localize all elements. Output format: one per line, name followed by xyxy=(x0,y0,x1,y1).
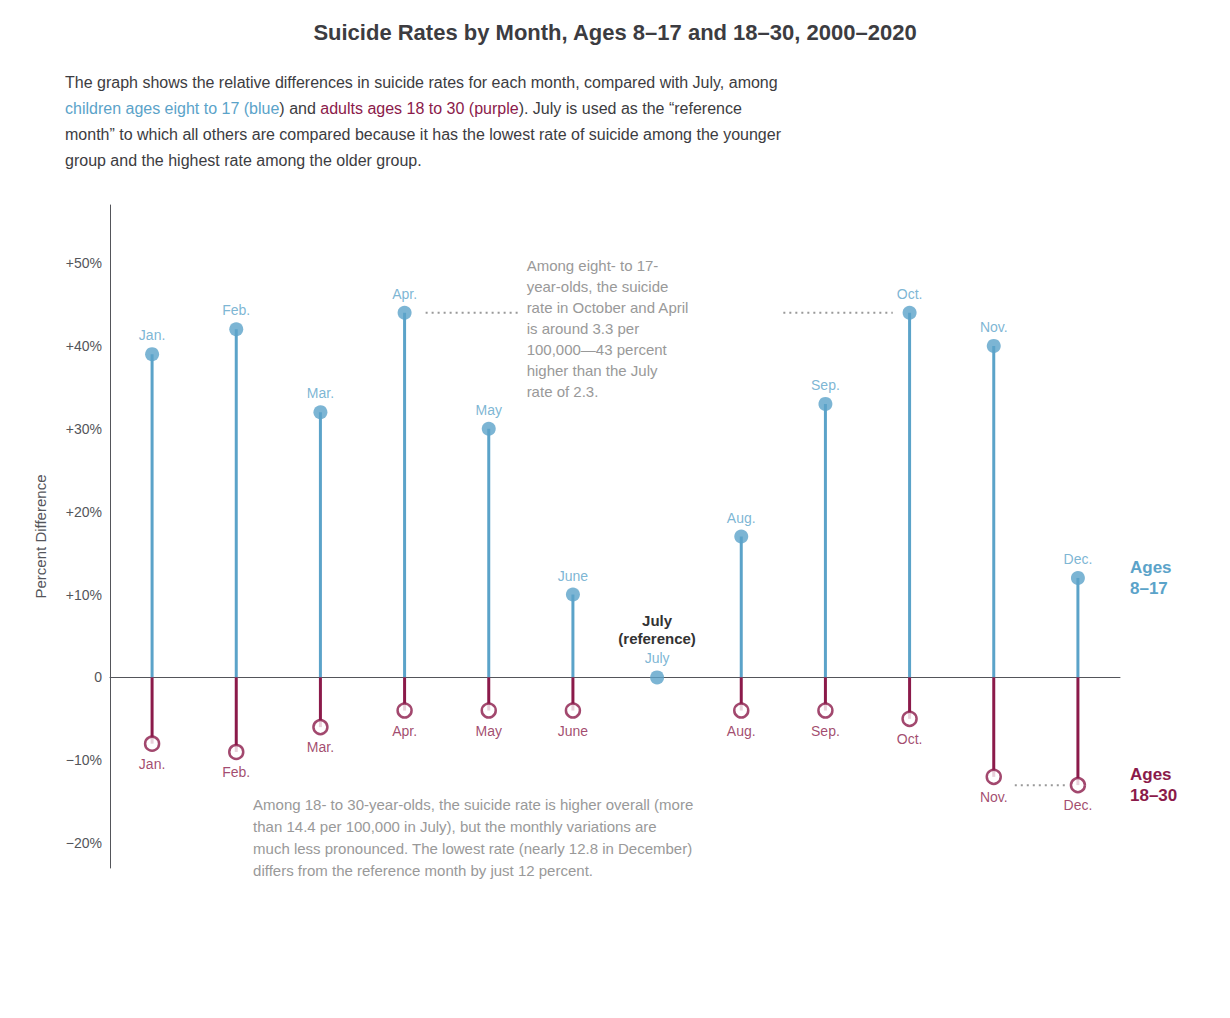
svg-text:+50%: +50% xyxy=(66,255,102,271)
svg-text:adults ages 18 to 30 (: adults ages 18 to 30 ( xyxy=(320,100,475,117)
svg-text:Dec.: Dec. xyxy=(1064,797,1093,813)
svg-text:18–30: 18–30 xyxy=(1130,786,1177,805)
svg-text:Percent Difference: Percent Difference xyxy=(32,475,49,599)
svg-text:+30%: +30% xyxy=(66,421,102,437)
svg-text:0: 0 xyxy=(94,669,102,685)
svg-text:Ages: Ages xyxy=(1130,558,1172,577)
svg-text:Ages: Ages xyxy=(1130,765,1172,784)
svg-text:Aug.: Aug. xyxy=(727,510,756,526)
svg-text:8–17: 8–17 xyxy=(1130,579,1168,598)
svg-text:100,000—43 percent: 100,000—43 percent xyxy=(527,341,668,358)
svg-text:is around 3.3 per: is around 3.3 per xyxy=(527,320,640,337)
svg-text:rate of 2.3.: rate of 2.3. xyxy=(527,383,599,400)
svg-text:month” to which all others are: month” to which all others are compared … xyxy=(65,126,782,143)
svg-text:Mar.: Mar. xyxy=(307,739,334,755)
svg-text:Feb.: Feb. xyxy=(222,764,250,780)
svg-text:Sep.: Sep. xyxy=(811,377,840,393)
svg-text:Jan.: Jan. xyxy=(139,756,165,772)
svg-text:Jan.: Jan. xyxy=(139,327,165,343)
svg-text:much less pronounced. The lowe: much less pronounced. The lowest rate (n… xyxy=(253,840,692,857)
svg-text:). July is used as the “refere: ). July is used as the “reference xyxy=(519,100,742,117)
svg-text:May: May xyxy=(476,723,502,739)
svg-text:Oct.: Oct. xyxy=(897,731,923,747)
svg-text:Among eight- to 17-: Among eight- to 17- xyxy=(527,257,659,274)
svg-text:June: June xyxy=(558,723,589,739)
svg-text:July: July xyxy=(642,612,673,629)
svg-text:Apr.: Apr. xyxy=(392,723,417,739)
svg-text:Oct.: Oct. xyxy=(897,286,923,302)
svg-text:May: May xyxy=(476,402,502,418)
svg-text:+40%: +40% xyxy=(66,338,102,354)
svg-text:Suicide Rates by Month, Ages 8: Suicide Rates by Month, Ages 8–17 and 18… xyxy=(313,20,916,45)
svg-text:year-olds, the suicide: year-olds, the suicide xyxy=(527,278,669,295)
svg-text:Nov.: Nov. xyxy=(980,319,1008,335)
svg-text:Feb.: Feb. xyxy=(222,302,250,318)
svg-text:Dec.: Dec. xyxy=(1064,551,1093,567)
svg-text:Among 18- to 30-year-olds, the: Among 18- to 30-year-olds, the suicide r… xyxy=(253,796,693,813)
svg-text:higher than the July: higher than the July xyxy=(527,362,658,379)
svg-text:June: June xyxy=(558,568,589,584)
svg-text:differs from the reference mon: differs from the reference month by just… xyxy=(253,862,593,879)
svg-text:Nov.: Nov. xyxy=(980,789,1008,805)
svg-text:Aug.: Aug. xyxy=(727,723,756,739)
svg-text:blue: blue xyxy=(249,100,279,117)
svg-text:+20%: +20% xyxy=(66,504,102,520)
svg-text:children ages eight to 17 (: children ages eight to 17 ( xyxy=(65,100,250,117)
svg-text:+10%: +10% xyxy=(66,587,102,603)
svg-text:−10%: −10% xyxy=(66,752,102,768)
svg-text:rate in October and April: rate in October and April xyxy=(527,299,689,316)
svg-text:(reference): (reference) xyxy=(618,630,696,647)
svg-text:purple: purple xyxy=(474,100,519,117)
svg-text:−20%: −20% xyxy=(66,835,102,851)
svg-text:July: July xyxy=(645,650,670,666)
svg-text:Mar.: Mar. xyxy=(307,385,334,401)
svg-text:) and: ) and xyxy=(279,100,320,117)
svg-text:The graph shows the relative d: The graph shows the relative differences… xyxy=(65,74,778,91)
svg-text:Apr.: Apr. xyxy=(392,286,417,302)
svg-text:Sep.: Sep. xyxy=(811,723,840,739)
svg-text:group and the highest rate amo: group and the highest rate among the old… xyxy=(65,152,422,169)
svg-text:than 14.4 per 100,000 in July): than 14.4 per 100,000 in July), but the … xyxy=(253,818,657,835)
